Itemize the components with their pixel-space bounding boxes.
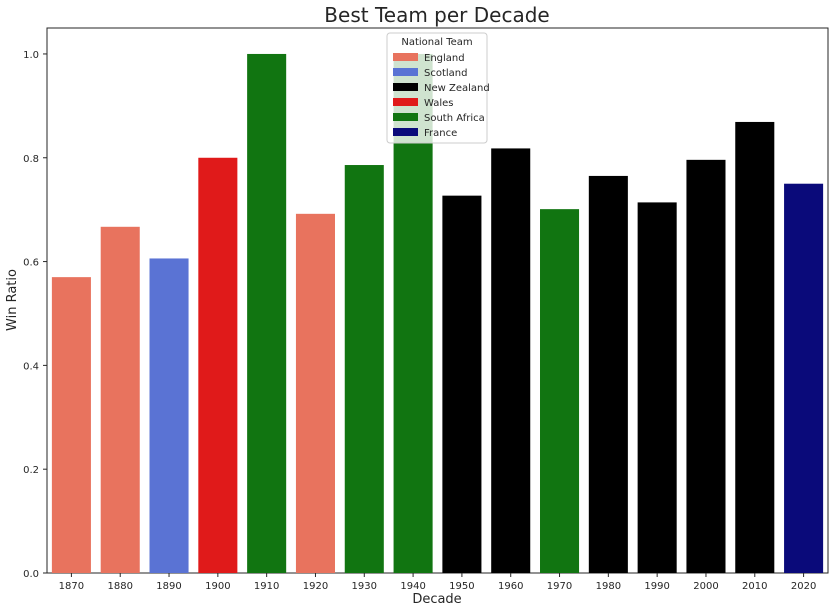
bar-1970 (540, 209, 580, 573)
bar-1980 (588, 175, 628, 573)
x-tick-label: 1900 (205, 581, 230, 592)
bar-2010 (735, 121, 775, 573)
x-tick-label: 1970 (547, 581, 572, 592)
x-tick-label: 1960 (498, 581, 523, 592)
bar-1890 (149, 258, 189, 573)
x-tick-label: 2010 (742, 581, 767, 592)
x-tick-label: 1990 (644, 581, 669, 592)
legend-label: New Zealand (424, 83, 490, 94)
x-tick-label: 1980 (596, 581, 621, 592)
x-tick-label: 1940 (400, 581, 425, 592)
bar-1920 (295, 213, 335, 574)
bar-2000 (686, 159, 726, 574)
x-tick-label: 1880 (107, 581, 132, 592)
y-tick-label: 0.6 (23, 258, 39, 269)
x-tick-label: 1950 (449, 581, 474, 592)
legend-label: France (424, 128, 457, 139)
x-tick-label: 2000 (693, 581, 718, 592)
bar-1870 (51, 277, 91, 573)
x-tick-label: 1930 (352, 581, 377, 592)
bar-1900 (198, 157, 238, 573)
bar-2020 (784, 183, 824, 573)
x-tick-label: 1870 (59, 581, 84, 592)
y-tick-label: 0.8 (23, 154, 39, 165)
y-tick-label: 0.2 (23, 465, 39, 476)
y-axis-label: Win Ratio (5, 269, 20, 331)
legend-label: England (424, 53, 465, 64)
x-tick-label: 1920 (303, 581, 328, 592)
legend-label: Scotland (424, 68, 467, 79)
legend-label: Wales (424, 98, 454, 109)
bar-1950 (442, 195, 482, 573)
legend-label: South Africa (424, 113, 485, 124)
y-axis: 0.0 0.2 0.4 0.6 0.8 1.0 (23, 50, 47, 580)
legend-swatch (393, 53, 418, 61)
legend-swatch (393, 98, 418, 106)
chart-title: Best Team per Decade (324, 3, 549, 27)
legend-swatch (393, 128, 418, 136)
bar-1880 (100, 226, 140, 574)
y-tick-label: 1.0 (23, 50, 39, 61)
x-tick-label: 1890 (156, 581, 181, 592)
x-tick-label: 2020 (791, 581, 816, 592)
x-axis: 1870 1880 1890 1900 1910 1920 1930 1940 1950 1960… (59, 573, 816, 592)
legend-swatch (393, 113, 418, 121)
bar-1910 (247, 53, 287, 573)
bar-1990 (637, 202, 677, 573)
legend-swatch (393, 68, 418, 76)
legend-title: National Team (401, 37, 472, 48)
y-tick-label: 0.0 (23, 569, 39, 580)
bar-1960 (491, 148, 531, 573)
bar-1930 (344, 165, 384, 573)
plot-area-frame (46, 27, 829, 574)
x-axis-label: Decade (412, 592, 461, 607)
legend-swatch (393, 83, 418, 91)
x-tick-label: 1910 (254, 581, 279, 592)
y-tick-label: 0.4 (23, 361, 39, 372)
legend: National Team England Scotland New Zealand W… (386, 32, 490, 144)
